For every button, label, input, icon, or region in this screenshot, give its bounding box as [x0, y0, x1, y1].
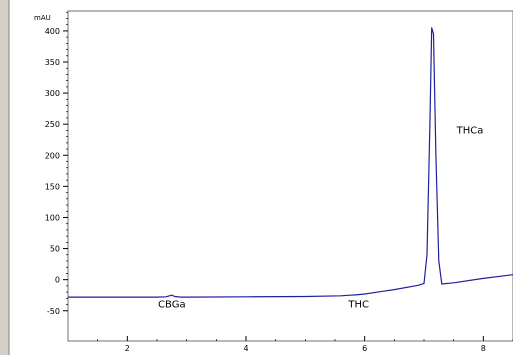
y-tick-label: 200: [45, 151, 60, 160]
y-tick-label: 400: [45, 27, 60, 36]
left-window-border: [0, 0, 9, 355]
y-tick-label: 300: [45, 89, 60, 98]
x-tick-label: 8: [481, 344, 486, 353]
x-tick-label: 6: [362, 344, 367, 353]
plot-area: [67, 10, 513, 342]
y-tick-label: 100: [45, 213, 60, 222]
y-tick-label: 0: [55, 276, 60, 285]
y-axis-label: mAU: [34, 14, 51, 22]
peak-label-cbga: CBGa: [158, 300, 186, 311]
peak-label-thc: THC: [347, 300, 369, 311]
x-tick-label: 2: [125, 344, 130, 353]
x-tick-label: 4: [243, 344, 248, 353]
y-tick-label: 350: [45, 58, 60, 67]
y-tick-label: 250: [45, 120, 60, 129]
y-tick-label: 150: [45, 182, 60, 191]
y-tick-label: -50: [47, 307, 60, 316]
series-line-0: [68, 27, 513, 298]
peak-label-thca: THCa: [456, 126, 484, 137]
y-tick-label: 50: [50, 245, 60, 254]
